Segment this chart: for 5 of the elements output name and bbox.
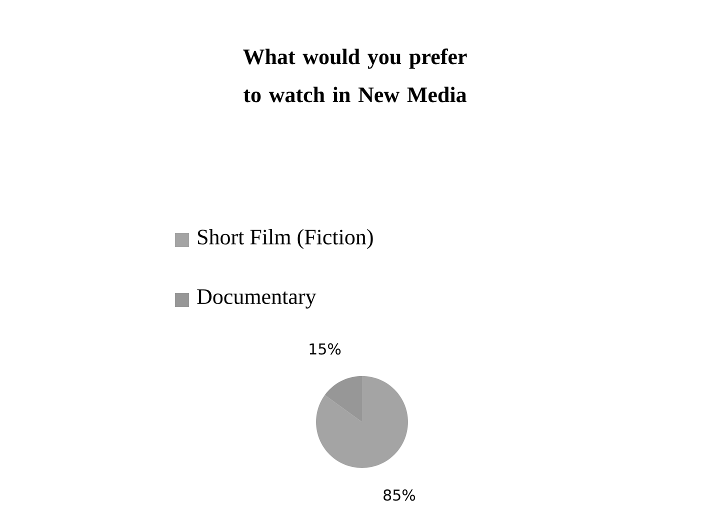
legend-label: Short Film (Fiction): [198, 229, 373, 249]
data-label: 15%: [310, 343, 341, 355]
chart-title: What would you prefer to watch in New Media: [243, 48, 467, 102]
legend-label: Documentary: [197, 289, 316, 309]
data-label: 85%: [384, 489, 416, 501]
